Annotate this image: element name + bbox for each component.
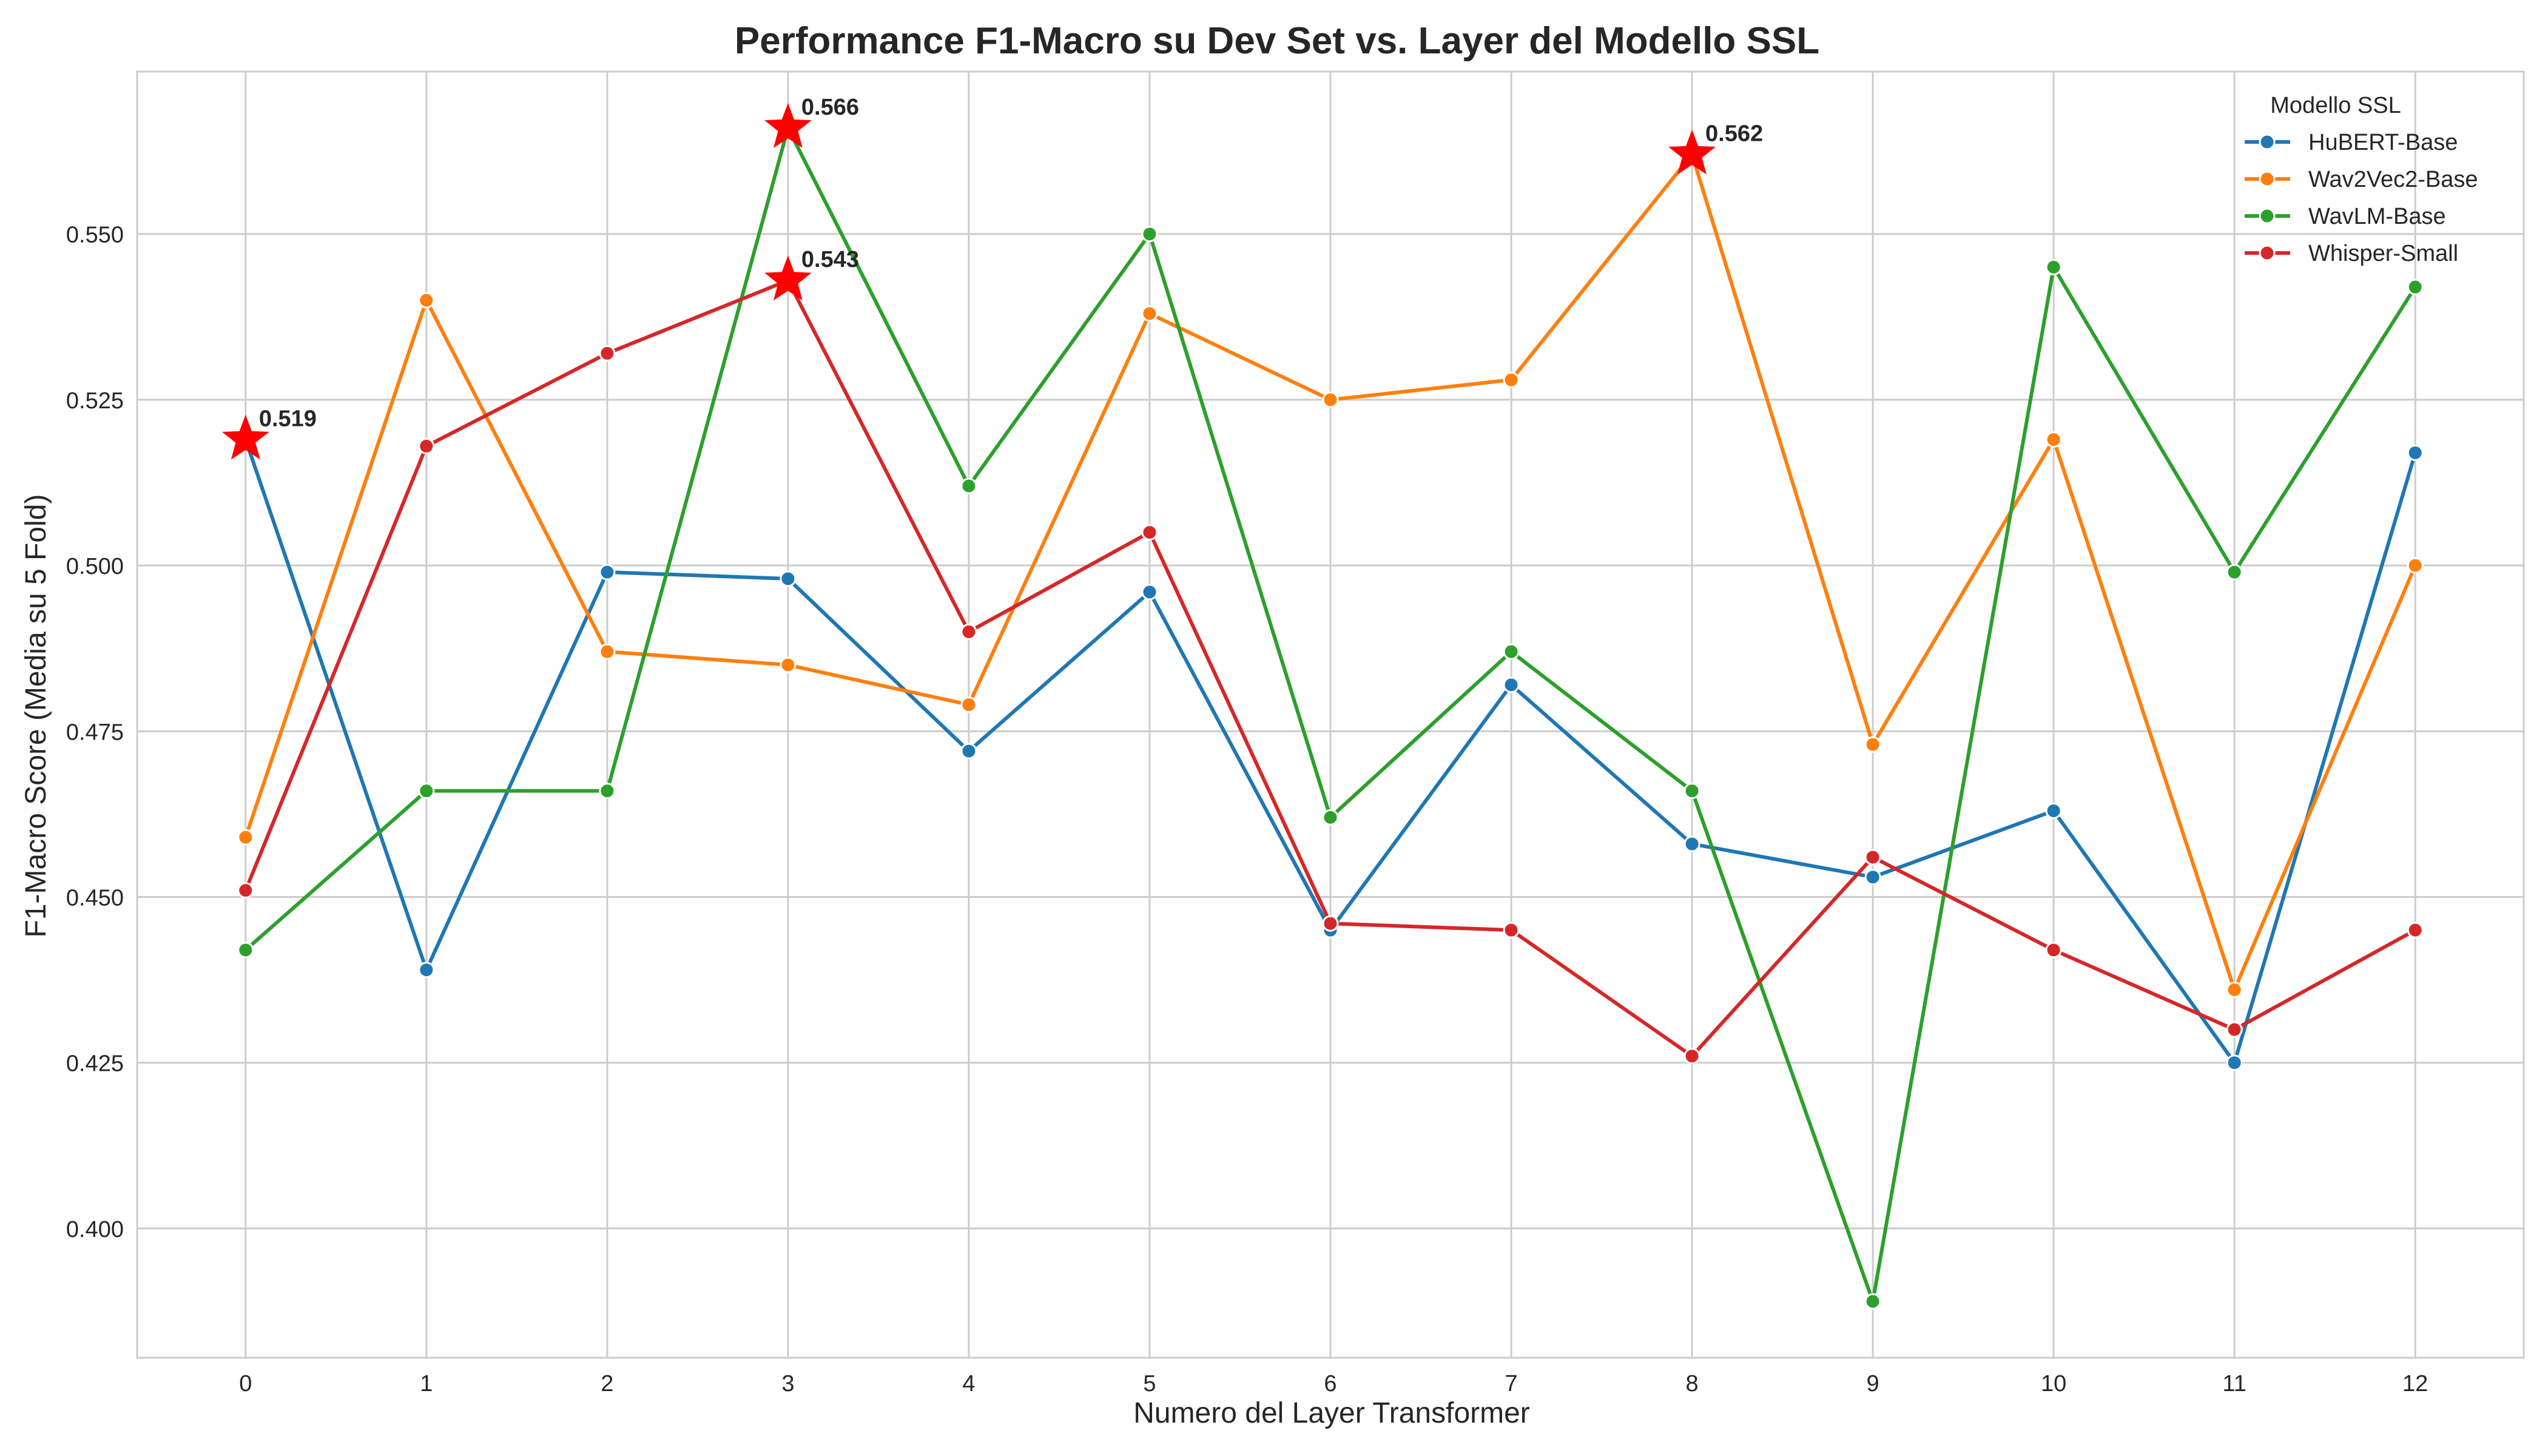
data-point	[2045, 802, 2062, 819]
data-point	[2226, 1054, 2243, 1071]
data-point	[2045, 942, 2062, 959]
data-point	[1141, 524, 1158, 541]
data-point	[1141, 305, 1158, 322]
data-point	[237, 882, 254, 899]
legend-marker	[2259, 244, 2276, 261]
legend-entry: Whisper-Small	[2308, 241, 2458, 266]
data-point	[1141, 226, 1158, 243]
x-tick-label: 4	[962, 1371, 975, 1397]
data-point	[2045, 258, 2062, 275]
y-tick-label: 0.550	[66, 223, 124, 248]
legend: Modello SSL HuBERT-Base Wav2Vec2-Base WavL…	[2245, 93, 2478, 266]
x-tick-label: 6	[1324, 1371, 1336, 1397]
data-point	[960, 623, 977, 640]
data-point	[960, 743, 977, 760]
data-point	[599, 783, 616, 800]
data-point	[2045, 431, 2062, 448]
data-point	[418, 962, 435, 979]
y-tick-label: 0.525	[66, 388, 124, 414]
x-tick-label: 3	[781, 1371, 794, 1397]
series-wav2vec2-base	[237, 146, 2424, 999]
legend-marker	[2259, 207, 2276, 224]
data-point	[780, 570, 797, 587]
y-axis-label: F1-Macro Score (Media su 5 Fold)	[20, 494, 52, 938]
best-value-label: 0.562	[1705, 121, 1763, 147]
legend-entry: Wav2Vec2-Base	[2308, 167, 2478, 192]
best-markers: 0.519 0.566 0.543 0.562	[221, 95, 1763, 460]
data-point	[1864, 1293, 1881, 1310]
data-point	[2226, 982, 2243, 999]
data-point	[418, 783, 435, 800]
data-point	[1322, 391, 1339, 408]
x-tick-label: 8	[1685, 1371, 1698, 1397]
legend-marker	[2259, 170, 2276, 187]
x-axis-label: Numero del Layer Transformer	[1133, 1397, 1530, 1429]
data-point	[418, 292, 435, 309]
x-tick-label: 9	[1867, 1371, 1879, 1397]
x-tick-label: 5	[1143, 1371, 1156, 1397]
best-star-marker	[221, 414, 269, 460]
y-tick-label: 0.450	[66, 886, 124, 911]
data-point	[2407, 278, 2424, 295]
data-point	[1684, 783, 1700, 800]
x-tick-label: 12	[2402, 1371, 2428, 1397]
chart-title: Performance F1-Macro su Dev Set vs. Laye…	[735, 20, 1819, 62]
data-point	[1864, 736, 1881, 753]
legend-entry: HuBERT-Base	[2308, 130, 2458, 155]
y-tick-label: 0.475	[66, 720, 124, 745]
series-whisper-small	[237, 272, 2424, 1065]
best-value-label: 0.519	[259, 406, 317, 431]
x-tick-label: 11	[2222, 1371, 2246, 1397]
legend-marker	[2259, 133, 2276, 150]
data-point	[1141, 584, 1158, 601]
series-layer	[237, 120, 2424, 1310]
data-point	[1684, 835, 1700, 852]
x-tick-label: 2	[601, 1371, 613, 1397]
data-point	[1864, 869, 1881, 886]
data-point	[2407, 922, 2424, 939]
data-point	[1503, 922, 1520, 939]
data-point	[1503, 676, 1520, 693]
x-tick-label: 1	[420, 1371, 433, 1397]
data-point	[1503, 643, 1520, 660]
y-axis-ticks: 0.400 0.425 0.450 0.475 0.500 0.525 0.550	[66, 223, 124, 1242]
best-star-marker	[1668, 129, 1716, 175]
data-point	[599, 564, 616, 581]
y-tick-label: 0.400	[66, 1217, 124, 1242]
x-tick-label: 0	[239, 1371, 252, 1397]
data-point	[237, 829, 254, 846]
data-point	[2226, 564, 2243, 581]
best-value-label: 0.543	[801, 247, 859, 272]
data-point	[1503, 371, 1520, 388]
legend-title: Modello SSL	[2270, 93, 2401, 118]
data-point	[1684, 1048, 1700, 1065]
data-point	[418, 437, 435, 454]
best-star-marker	[764, 255, 812, 301]
best-value-label: 0.566	[801, 95, 859, 120]
y-tick-label: 0.425	[66, 1051, 124, 1077]
x-axis-ticks: 0 1 2 3 4 5 6 7 8 9 10 11 12	[239, 1371, 2428, 1397]
data-point	[2407, 444, 2424, 461]
data-point	[780, 656, 797, 673]
data-point	[599, 643, 616, 660]
y-tick-label: 0.500	[66, 554, 124, 579]
x-tick-label: 7	[1505, 1371, 1517, 1397]
data-point	[2226, 1021, 2243, 1038]
data-point	[1322, 809, 1339, 826]
legend-entry: WavLM-Base	[2308, 204, 2446, 229]
data-point	[960, 696, 977, 713]
x-tick-label: 10	[2041, 1371, 2066, 1397]
data-point	[599, 345, 616, 362]
data-point	[2407, 557, 2424, 574]
data-point	[960, 477, 977, 494]
plot-frame	[136, 70, 2525, 1359]
data-point	[1864, 849, 1881, 866]
best-star-marker	[764, 103, 812, 148]
data-point	[1322, 915, 1339, 932]
series-wavlm-base	[237, 120, 2424, 1310]
data-point	[237, 942, 254, 959]
